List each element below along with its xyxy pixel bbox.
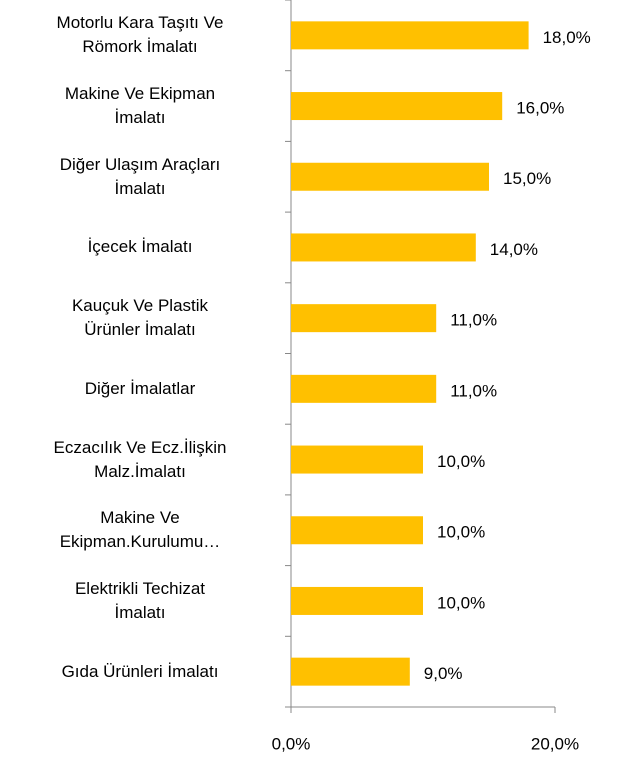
value-label: 10,0% (437, 523, 485, 542)
value-label: 9,0% (424, 664, 463, 683)
category-label: Elektrikli Techizat İmalatı (74, 578, 206, 622)
bar (291, 304, 437, 333)
bar (291, 233, 476, 262)
category-label: Diğer İmalatlar (84, 378, 196, 398)
value-label: 15,0% (503, 169, 551, 188)
category-label: Motorlu Kara Taşıtı Ve Römork İmalatı (56, 13, 224, 57)
bar (291, 374, 437, 403)
bar (291, 445, 423, 474)
value-label: 10,0% (437, 452, 485, 471)
value-label: 14,0% (490, 240, 538, 259)
category-label: Makine Ve Ekipman.Kurulumu… (59, 508, 221, 552)
bar (291, 21, 529, 50)
bar (291, 586, 423, 615)
value-label: 16,0% (516, 99, 564, 118)
category-label: Gıda Ürünleri İmalatı (61, 661, 219, 681)
x-tick-label: 20,0% (531, 734, 579, 753)
category-label: Kauçuk Ve Plastik Ürünler İmalatı (71, 296, 209, 340)
category-label: Eczacılık Ve Ecz.İlişkin Malz.İmalatı (53, 437, 227, 481)
value-label: 18,0% (543, 28, 591, 47)
x-tick-label: 0,0% (272, 734, 311, 753)
category-label: İçecek İmalatı (87, 237, 193, 257)
bar (291, 657, 410, 686)
category-label: Diğer Ulaşım Araçları İmalatı (59, 154, 221, 198)
category-label: Makine Ve Ekipman İmalatı (64, 84, 216, 128)
value-label: 10,0% (437, 593, 485, 612)
value-label: 11,0% (450, 381, 497, 400)
value-label: 11,0% (450, 311, 497, 330)
bar (291, 92, 503, 121)
bar (291, 516, 423, 545)
bar (291, 162, 489, 191)
